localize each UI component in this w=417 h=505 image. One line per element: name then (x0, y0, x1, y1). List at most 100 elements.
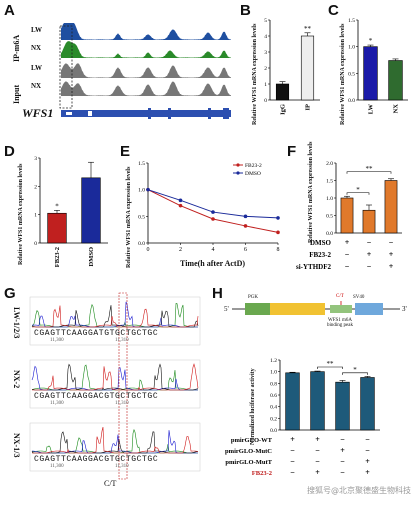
bar (360, 377, 375, 431)
condition-label: pmirGLO-MutC (225, 448, 272, 455)
bar (310, 371, 325, 431)
y-tick-label: 1.2 (270, 358, 277, 364)
significance-mark: * (356, 186, 360, 194)
condition-sign: − (315, 446, 320, 455)
condition-sign: + (389, 262, 394, 271)
condition-sign: + (367, 250, 372, 259)
condition-sign: − (367, 262, 372, 271)
panel-label-e: E (120, 143, 131, 160)
bar (300, 35, 315, 101)
seq-row-2-pos-a: 11,300 (50, 401, 64, 406)
y-tick-label: 0.5 (138, 214, 145, 220)
bar (81, 177, 101, 244)
condition-sign: + (345, 238, 350, 247)
condition-sign: − (290, 468, 295, 477)
data-point (178, 203, 183, 208)
construct-pgk: PGK (248, 295, 259, 300)
chart-f-ylabel: Relative WFS1 mRNA expression levels (308, 141, 314, 243)
y-tick-label: 2.0 (326, 161, 333, 167)
significance-mark: ** (327, 360, 335, 368)
y-tick-label: 3 (264, 50, 267, 56)
y-tick-label: 1.0 (270, 370, 277, 376)
condition-label: FB23-2 (309, 251, 331, 259)
pgk-box (245, 303, 270, 315)
condition-sign: + (365, 468, 370, 477)
trace-channel (31, 305, 199, 328)
condition-sign: − (365, 446, 370, 455)
trace-channel (32, 305, 199, 328)
panel-label-h: H (212, 285, 223, 302)
group-input-label: Input (12, 84, 21, 104)
coverage-track-4 (61, 81, 231, 96)
chart-c: 0.0 0.5 1.0 1.5 LW NX * (348, 18, 408, 115)
significance-mark: * (353, 366, 357, 374)
peak-box (330, 305, 352, 313)
trace-channel (31, 365, 198, 391)
panel-b: 0 1 2 3 4 5 IgG IP ** Relative WFS1 mRNA express… (240, 0, 328, 140)
y-tick-label: 0.4 (270, 405, 277, 411)
chart-d-ylabel: Relative WFS1 mRNA expression levels (18, 163, 24, 265)
condition-label: pmirGLO-WT (231, 437, 273, 444)
y-tick-label: 0.8 (270, 381, 277, 387)
y-tick-label: 1.0 (348, 45, 355, 51)
chart-e-ylabel: Relative WFS1 mRNA expression levels (126, 166, 132, 268)
condition-label: FB23-2 (252, 470, 272, 477)
x-tick-label: 4 (212, 247, 215, 253)
y-tick-label: 1.0 (326, 196, 333, 202)
condition-sign: − (345, 250, 350, 259)
bar (363, 46, 378, 101)
panel-e: 0.0 0.5 1.0 1.5 0 2 4 6 8 FB23-2 DMSO Relative WFS… (118, 143, 286, 283)
bar (285, 372, 300, 431)
construct-3prime: 3' (402, 305, 407, 313)
y-tick-label: 0.6 (270, 393, 277, 399)
gene-name: WFS1 (22, 106, 54, 120)
sv40-box (355, 303, 383, 315)
y-tick-label: 0.5 (348, 71, 355, 77)
y-tick-label: 0 (264, 98, 267, 104)
y-tick-label: 5 (264, 18, 267, 24)
sig-bracket (346, 192, 370, 195)
y-tick-label: 0.2 (270, 416, 277, 422)
condition-sign: + (365, 457, 370, 466)
x-tick-label: FB23-2 (54, 247, 61, 267)
panel-f: 0.0 0.5 1.0 1.5 2.0 * ** DMSO + − − FB23-2− + + si-YTH… (286, 141, 417, 283)
panel-g: LW-1/2/3 NX-2 NX-1/3 CGAGTTCAAGGATGTGCTG… (0, 285, 210, 500)
construct-5prime: 5' (224, 305, 229, 313)
track-label-4: NX (31, 82, 42, 90)
trace-channel (31, 430, 198, 454)
seq-row-2-name: NX-2 (12, 370, 21, 389)
seq-row-3: CGAGTTCAAGGACGTGCTGCTGC (34, 455, 159, 464)
y-tick-label: 2 (264, 66, 267, 72)
condition-sign: + (315, 435, 320, 444)
y-tick-label: 1.0 (138, 188, 145, 194)
seq-row-2-pos-b: 11,310 (115, 401, 129, 406)
data-point (211, 217, 215, 221)
x-tick-label: LW (368, 104, 375, 115)
chart-h: 0.00.20.40.60.81.01.2 ***pmirGLO-WT + + − −pm… (225, 358, 380, 477)
legend-marker (236, 171, 240, 175)
y-tick-label: 2 (34, 184, 37, 190)
condition-sign: − (365, 435, 370, 444)
legend-marker (236, 163, 240, 167)
panel-d: 0 1 2 3 FB23-2 DMSO * Relative WFS1 mRNA expre… (0, 143, 118, 283)
data-point (243, 214, 248, 219)
condition-sign: + (290, 435, 295, 444)
condition-sign: + (340, 446, 345, 455)
panel-label-f: F (287, 143, 297, 160)
data-point (178, 198, 183, 203)
track-label-2: NX (31, 44, 42, 52)
legend-label: FB23-2 (245, 163, 262, 169)
seq-row-1: CGAGTTCAAGGATGTGCTGCTGC (34, 329, 159, 338)
seq-row-1-pos-a: 11,300 (50, 338, 64, 343)
mutation-box (118, 292, 128, 480)
condition-sign: − (340, 468, 345, 477)
condition-label: si-YTHDF2 (296, 263, 332, 271)
x-tick-label: NX (393, 104, 400, 114)
x-tick-label: 0 (147, 247, 150, 253)
sig-bracket (346, 171, 392, 174)
y-tick-label: 1 (34, 213, 37, 219)
panel-label-b: B (240, 2, 251, 19)
seq-row-3-pos-b: 11,310 (115, 464, 129, 469)
panel-label-g: G (4, 285, 16, 302)
bar (388, 60, 403, 101)
